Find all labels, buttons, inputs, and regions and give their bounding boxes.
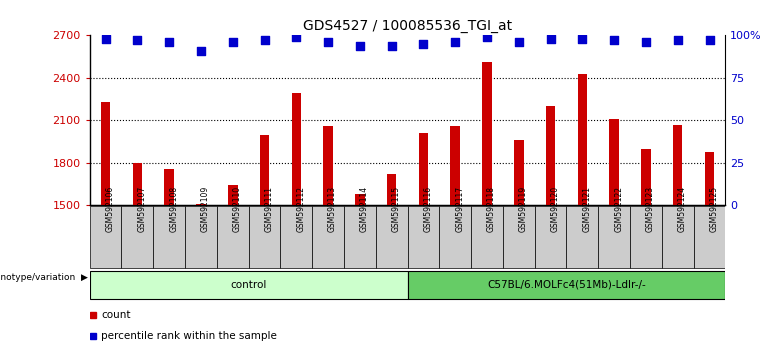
Bar	[165, 169, 174, 205]
Text: GSM592124: GSM592124	[678, 185, 686, 232]
Point	[576, 36, 589, 42]
Bar	[249, 206, 281, 268]
Text: GSM592107: GSM592107	[137, 185, 147, 232]
Bar	[185, 206, 217, 268]
Text: GSM592115: GSM592115	[392, 185, 401, 232]
Bar	[281, 206, 312, 268]
Bar	[693, 206, 725, 268]
Bar	[101, 102, 110, 205]
Text: GSM592121: GSM592121	[583, 185, 591, 232]
Bar	[503, 206, 535, 268]
Point	[672, 38, 684, 43]
Bar	[673, 125, 682, 205]
Bar	[153, 206, 185, 268]
Point	[449, 39, 462, 45]
Text: C57BL/6.MOLFc4(51Mb)-Ldlr-/-: C57BL/6.MOLFc4(51Mb)-Ldlr-/-	[487, 280, 646, 290]
Text: GSM592108: GSM592108	[169, 185, 178, 232]
Text: GSM592118: GSM592118	[487, 185, 496, 232]
Point	[480, 34, 493, 40]
Bar	[471, 206, 503, 268]
Bar	[228, 185, 237, 205]
Bar	[324, 126, 333, 205]
Point	[544, 36, 557, 42]
Bar	[312, 206, 344, 268]
Text: GSM592122: GSM592122	[614, 185, 623, 232]
Point	[290, 34, 303, 40]
Text: GSM592116: GSM592116	[424, 185, 432, 232]
Point	[195, 48, 207, 53]
Point	[417, 41, 430, 47]
Bar	[630, 206, 661, 268]
Text: GSM592114: GSM592114	[360, 185, 369, 232]
Text: GSM592109: GSM592109	[201, 185, 210, 232]
Point	[640, 39, 652, 45]
Bar	[514, 140, 523, 205]
Text: GSM592112: GSM592112	[296, 185, 305, 232]
Point	[258, 38, 271, 43]
Bar	[90, 206, 122, 268]
Bar	[439, 206, 471, 268]
Bar	[260, 135, 269, 205]
Point	[131, 38, 144, 43]
Bar	[535, 206, 566, 268]
Point	[385, 43, 398, 48]
Bar	[387, 174, 396, 205]
Text: percentile rank within the sample: percentile rank within the sample	[101, 331, 277, 341]
Bar	[408, 271, 725, 299]
Bar	[344, 206, 376, 268]
Point	[704, 38, 716, 43]
Bar	[419, 133, 428, 205]
Point	[99, 36, 112, 42]
Bar	[217, 206, 249, 268]
Bar	[546, 106, 555, 205]
Bar	[705, 152, 714, 205]
Text: GSM592110: GSM592110	[232, 185, 242, 232]
Bar	[451, 126, 460, 205]
Bar	[482, 62, 491, 205]
Text: control: control	[230, 280, 267, 290]
Text: GSM592117: GSM592117	[456, 185, 464, 232]
Bar	[578, 74, 587, 205]
Point	[226, 39, 239, 45]
Bar	[609, 119, 619, 205]
Point	[322, 39, 335, 45]
Bar	[661, 206, 693, 268]
Point	[608, 38, 620, 43]
Bar	[122, 206, 153, 268]
Text: GSM592125: GSM592125	[710, 185, 718, 232]
Bar	[292, 93, 301, 205]
Point	[163, 39, 176, 45]
Bar	[90, 271, 407, 299]
Bar	[197, 204, 206, 205]
Bar	[376, 206, 407, 268]
Text: count: count	[101, 310, 130, 320]
Title: GDS4527 / 100085536_TGI_at: GDS4527 / 100085536_TGI_at	[303, 19, 512, 33]
Text: GSM592123: GSM592123	[646, 185, 655, 232]
Text: genotype/variation  ▶: genotype/variation ▶	[0, 273, 88, 281]
Bar	[408, 206, 439, 268]
Bar	[133, 163, 142, 205]
Bar	[355, 194, 364, 205]
Bar	[641, 149, 651, 205]
Text: GSM592106: GSM592106	[105, 185, 115, 232]
Text: GSM592120: GSM592120	[551, 185, 559, 232]
Bar	[566, 206, 598, 268]
Text: GSM592111: GSM592111	[264, 185, 274, 232]
Text: GSM592119: GSM592119	[519, 185, 528, 232]
Point	[512, 39, 525, 45]
Bar	[598, 206, 630, 268]
Text: GSM592113: GSM592113	[328, 185, 337, 232]
Point	[353, 43, 366, 48]
